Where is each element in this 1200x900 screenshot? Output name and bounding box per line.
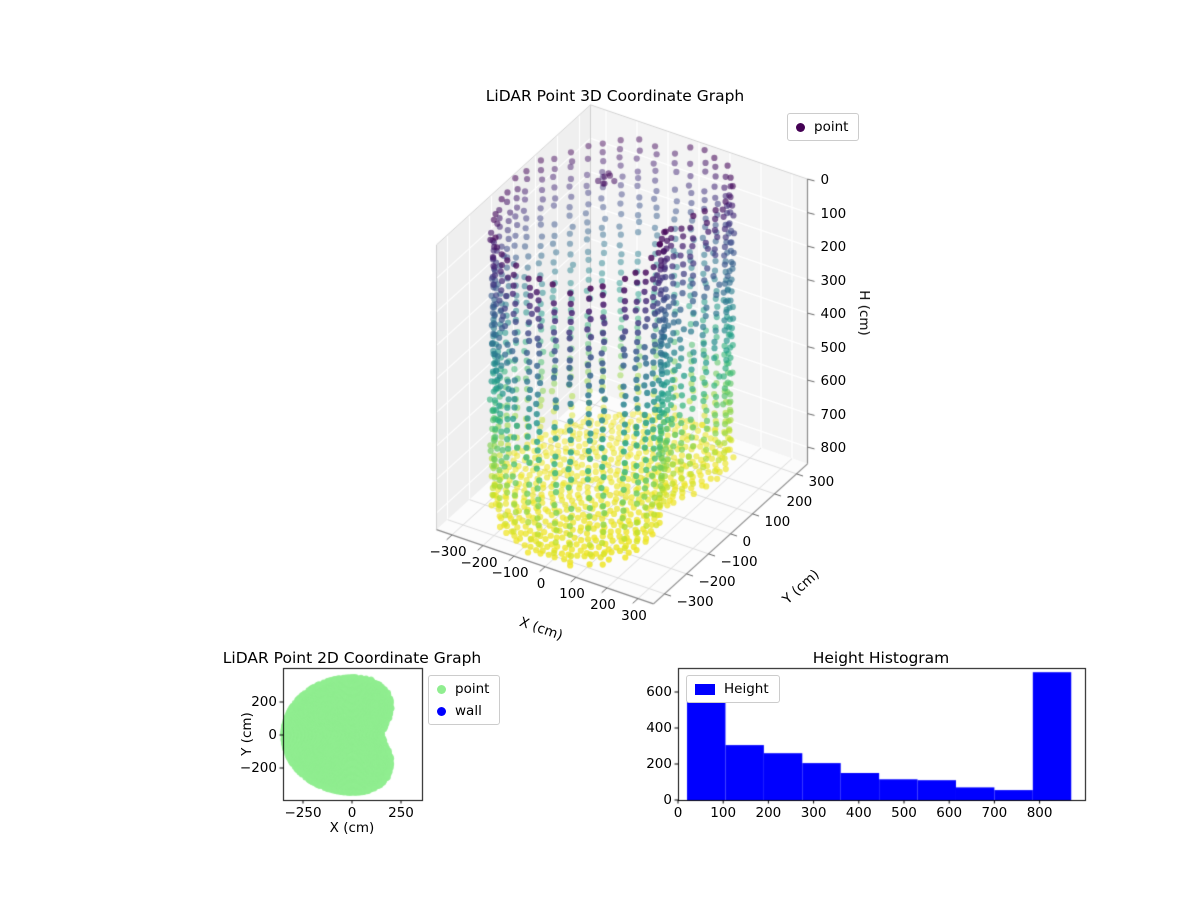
histogram-y-tick-label: 600 [646,684,672,700]
legend-entry: point [796,119,848,135]
histogram-x-tick-label: 300 [800,805,827,821]
legend-entry: point [437,681,489,697]
plot3d-y-tick-label: 100 [764,513,791,530]
plot3d-z-tick-label: 300 [820,272,847,289]
plot3d-x-tick-label: −100 [491,565,529,582]
plot3d-y-tick-label: −100 [720,553,758,570]
legend-dot-icon [437,706,446,716]
plot2d-title: LiDAR Point 2D Coordinate Graph [222,649,482,667]
plot3d-title: LiDAR Point 3D Coordinate Graph [485,87,745,105]
plot3d-z-tick-label: 600 [820,373,847,390]
histogram-x-tick-label: 100 [710,805,737,821]
plot3d-y-tick-label: 200 [786,493,813,510]
histogram-title: Height Histogram [812,649,950,667]
plot3d-z-tick-label: 100 [820,205,847,222]
plot3d-z-tick-label: 700 [820,406,847,423]
histogram-y-tick-label: 0 [663,792,672,808]
plot2d-y-tick-label: −200 [239,760,277,776]
plot3d-legend: point [787,113,860,141]
legend-label: point [814,119,849,135]
legend-dot-icon [437,684,446,694]
plot3d-x-tick-label: 100 [559,586,585,603]
plot2d-x-tick-label: 250 [388,805,414,821]
plot3d-x-tick-label: 300 [621,607,647,624]
plot3d-y-tick-label: −300 [676,593,714,610]
plot3d-z-tick-label: 800 [820,440,847,457]
histogram-x-tick-label: 200 [755,805,782,821]
histogram-x-tick-label: 800 [1026,805,1053,821]
plot3d-x-tick-label: −300 [429,543,467,560]
plot3d-y-tick-label: 300 [808,473,835,490]
histogram-x-tick-label: 700 [981,805,1008,821]
histogram-y-tick-label: 400 [646,720,672,736]
histogram-x-tick-label: 400 [845,805,872,821]
histogram-legend: Height [686,675,780,703]
plot2d-legend: point wall [428,675,501,725]
legend-entry: wall [437,703,489,719]
plot3d-z-tick-label: 0 [820,172,830,189]
legend-label: wall [455,703,482,719]
plot3d-y-tick-label: 0 [742,533,752,550]
plot2d-y-tick-label: 0 [268,727,277,743]
plot2d-x-tick-label: −250 [284,805,322,821]
plot3d-x-tick-label: −200 [460,554,498,571]
plot2d-y-tick-label: 200 [251,694,277,710]
plot3d-x-tick-label: 200 [590,596,616,613]
legend-entry: Height [695,681,769,697]
histogram-x-tick-label: 0 [673,805,683,821]
legend-patch-icon [695,683,715,695]
legend-label: point [455,681,490,697]
histogram-x-tick-label: 600 [936,805,963,821]
plot3d-y-tick-label: −200 [698,573,736,590]
plot3d-z-tick-label: 500 [820,339,847,356]
plot2d-x-tick-label: 0 [347,805,357,821]
histogram-x-tick-label: 500 [891,805,917,821]
plot3d-x-tick-label: 0 [536,575,546,592]
plot3d-z-tick-label: 400 [820,306,847,323]
plot3d-z-tick-label: 200 [820,239,847,256]
plot2d-xaxis-label: X (cm) [329,820,375,836]
histogram-y-tick-label: 200 [646,756,672,772]
legend-dot-icon [796,122,805,132]
legend-label: Height [724,681,769,697]
